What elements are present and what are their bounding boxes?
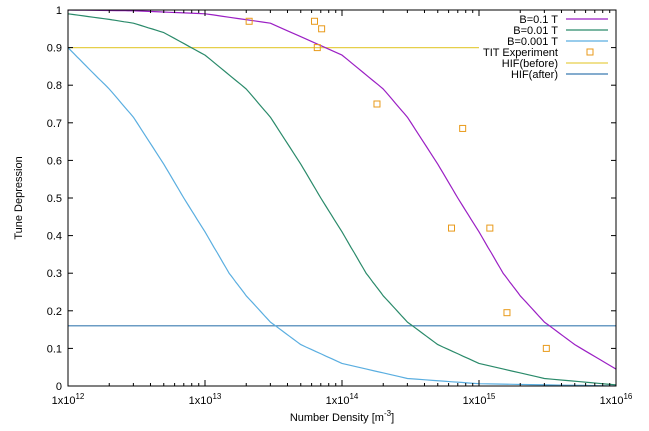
y-tick-label: 0.5 (47, 193, 62, 205)
y-tick-label: 0.4 (47, 231, 62, 243)
tit-experiment-point (542, 344, 550, 352)
y-tick-label: 0.2 (47, 306, 62, 318)
tit-experiment-point (311, 17, 319, 25)
tit-experiment-point (313, 44, 321, 52)
tit-experiment-point (373, 100, 381, 108)
y-tick-label: 0.6 (47, 155, 62, 167)
tit-experiment-point (318, 25, 326, 33)
legend-label-hif-after: HIF(after) (511, 69, 558, 81)
x-tick-label-exp: 12 (75, 392, 84, 401)
y-tick-label: 0.3 (47, 268, 62, 280)
b-0-1-t-line (68, 10, 616, 370)
y-tick-label: 0 (56, 381, 62, 393)
x-axis-title-unit-close: ] (391, 412, 394, 424)
y-tick-label: 0.8 (47, 80, 62, 92)
legend-label-b-0-001-t: B=0.001 T (507, 36, 558, 48)
x-tick-label-base: 1x10 (463, 395, 487, 407)
b-0-01-t-line (68, 13, 616, 386)
x-tick-label-exp: 13 (212, 392, 221, 401)
x-axis-title: Number Density [m-3] (290, 409, 394, 424)
x-tick-label-base: 1x10 (52, 395, 76, 407)
x-axis-title-unit-exp: -3 (384, 409, 392, 418)
tit-experiment-point (245, 17, 253, 25)
y-tick-label: 1 (56, 5, 62, 17)
x-axis-title-unit: [m (372, 412, 384, 424)
legend-swatch-tit-experiment (586, 48, 594, 56)
x-tick-label: 1x1016 (600, 392, 633, 407)
x-axis-title-text: Number Density (290, 412, 369, 424)
legend-label-b-0-01-t: B=0.01 T (513, 25, 558, 37)
tit-experiment-point (459, 124, 467, 132)
y-tick-label: 0.1 (47, 343, 62, 355)
x-tick-label-base: 1x10 (189, 395, 213, 407)
y-tick-label: 0.9 (47, 43, 62, 55)
tit-experiment-point (486, 224, 494, 232)
x-tick-label: 1x1014 (326, 392, 359, 407)
y-axis-title: Tune Depression (13, 156, 25, 239)
tit-experiment-point (448, 224, 456, 232)
x-tick-label: 1x1012 (52, 392, 85, 407)
x-tick-label-exp: 16 (623, 392, 632, 401)
x-tick-label-exp: 15 (486, 392, 495, 401)
legend-label-b-0-1-t: B=0.1 T (519, 14, 558, 26)
legend-label-tit-experiment: TIT Experiment (483, 47, 558, 59)
x-tick-label-exp: 14 (349, 392, 358, 401)
x-tick-label-base: 1x10 (326, 395, 350, 407)
x-tick-label: 1x1015 (463, 392, 496, 407)
b-0-001-t-line (68, 47, 616, 386)
x-tick-label: 1x1013 (189, 392, 222, 407)
y-tick-label: 0.7 (47, 118, 62, 130)
tit-experiment-point (503, 309, 511, 317)
legend-label-hif-before: HIF(before) (502, 58, 558, 70)
x-tick-label-base: 1x10 (600, 395, 624, 407)
